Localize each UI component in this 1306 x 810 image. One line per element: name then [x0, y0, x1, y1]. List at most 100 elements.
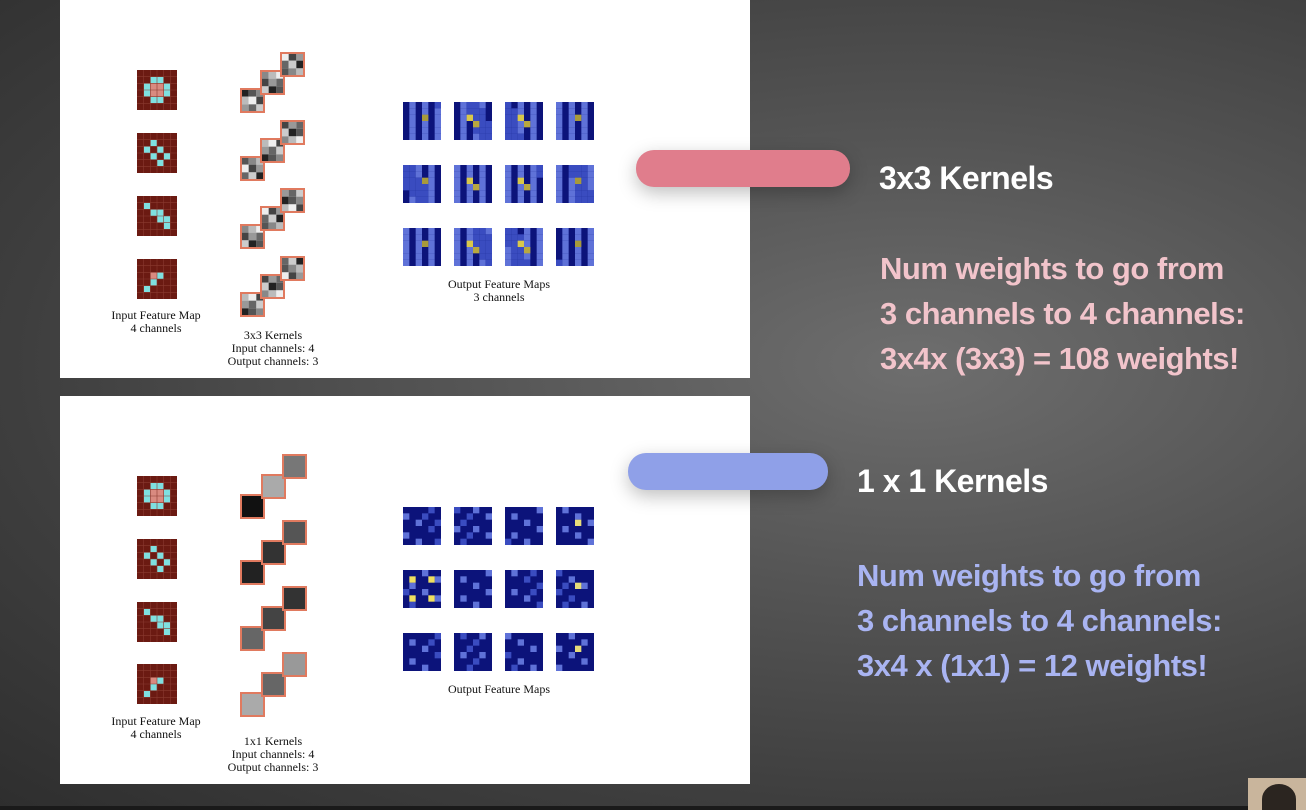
kernel-cell — [296, 136, 304, 144]
output-map-cell — [517, 108, 524, 115]
output-map-cell — [479, 234, 486, 241]
kernel-cell — [296, 68, 304, 76]
output-map-cell — [466, 645, 473, 652]
kernel-cell — [261, 86, 269, 94]
output-map-cell — [530, 190, 537, 197]
input-map-active-cell — [143, 496, 151, 503]
output-map-cell — [568, 184, 575, 191]
output-map-cell — [434, 102, 441, 109]
kernel-cell — [268, 154, 277, 162]
output-map-cell — [434, 127, 441, 134]
output-map-cell — [568, 114, 575, 121]
input-map-active-cell — [157, 677, 164, 684]
output-feature-map — [505, 570, 543, 608]
output-map-cell — [485, 253, 492, 260]
output-map-cell — [587, 184, 594, 191]
kernel-border — [280, 120, 305, 145]
output-feature-map — [454, 507, 492, 545]
output-map-cell — [568, 121, 575, 128]
input-map-active-cell — [157, 76, 164, 84]
kernel-cell — [288, 53, 297, 61]
output-map-cell — [479, 171, 486, 178]
output-map-cell — [415, 240, 422, 247]
top-diagram-canvas — [137, 52, 594, 317]
output-map-cell — [581, 639, 588, 646]
output-map-cell — [473, 582, 480, 589]
output-map-cell — [466, 108, 473, 115]
output-map-cell — [524, 519, 531, 526]
output-map-cell — [422, 184, 429, 191]
kernel-cell — [241, 300, 249, 309]
kernel-cell — [248, 225, 257, 233]
output-map-cell — [422, 196, 429, 203]
output-map-cell — [581, 114, 588, 121]
kernel-cell — [296, 257, 304, 265]
output-map-cell — [505, 108, 512, 115]
input-map-active-cell — [157, 502, 164, 510]
output-map-cell — [422, 589, 429, 596]
output-map-cell — [460, 576, 467, 583]
input-map-active-cell — [157, 622, 164, 629]
output-map-highlight — [575, 582, 582, 589]
kernel-cell — [241, 225, 249, 233]
output-map-cell — [409, 165, 416, 172]
kernel-cell — [256, 104, 264, 112]
output-map-cell — [454, 184, 461, 191]
output-map-cell — [587, 519, 594, 526]
output-map-cell — [409, 196, 416, 203]
output-map-cell — [581, 601, 588, 608]
kernel-cell — [281, 272, 289, 280]
input-map-active-cell — [150, 559, 157, 566]
kernel-cell — [296, 189, 304, 197]
output-map-cell — [428, 228, 435, 235]
output-map-cell — [403, 171, 410, 178]
output-map-cell — [556, 114, 563, 121]
kernel-cell — [240, 692, 265, 717]
output-map-cell — [556, 102, 563, 109]
output-map-cell — [466, 664, 473, 671]
output-map-cell — [556, 589, 563, 596]
kernel-cell — [288, 196, 297, 205]
output-map-cell — [505, 121, 512, 128]
output-map-cell — [530, 184, 537, 191]
input-map-active-cell — [150, 684, 157, 691]
output-map-cell — [505, 127, 512, 134]
kernel-cell — [268, 139, 277, 147]
caption-line: Output Feature Maps — [448, 277, 550, 291]
input-map-active-cell — [163, 90, 171, 97]
kernel-cell — [248, 300, 257, 309]
output-map-highlight — [428, 595, 435, 602]
output-map-cell — [536, 228, 543, 235]
output-map-cell — [524, 234, 531, 241]
output-map-cell — [568, 171, 575, 178]
output-map-cell — [428, 196, 435, 203]
output-map-cell — [479, 196, 486, 203]
kernel-cell — [288, 121, 297, 129]
kernel-cell — [281, 257, 289, 265]
output-map-cell — [454, 526, 461, 533]
kernel-cell — [281, 60, 289, 69]
output-feature-map — [556, 507, 594, 545]
output-map-cell — [562, 601, 569, 608]
output-map-cell — [485, 234, 492, 241]
output-map-cell — [409, 121, 416, 128]
output-map-cell — [466, 190, 473, 197]
kernel-stack — [240, 188, 305, 249]
output-feature-map — [556, 228, 594, 266]
kernel-cell — [276, 222, 284, 230]
output-map-cell — [536, 247, 543, 254]
output-feature-map — [403, 102, 441, 140]
output-map-cell — [409, 601, 416, 608]
output-map-cell — [562, 259, 569, 266]
output-map-highlight — [517, 177, 524, 184]
output-map-highlight — [473, 247, 480, 254]
output-map-cell — [517, 121, 524, 128]
kernel-cell — [281, 128, 289, 137]
output-map-cell — [511, 121, 518, 128]
kernel-cell — [288, 257, 297, 265]
kernel-cell — [268, 214, 277, 223]
output-map-cell — [473, 601, 480, 608]
kernel-border — [260, 206, 285, 231]
kernel-cell — [240, 560, 265, 585]
kernel-cell — [276, 86, 284, 94]
